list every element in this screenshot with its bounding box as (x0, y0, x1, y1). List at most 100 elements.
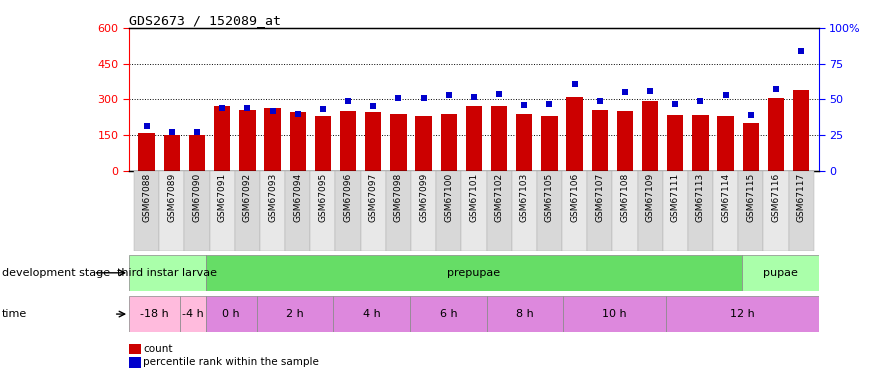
Bar (512, 171, 537, 251)
Point (718, 92, 732, 98)
Text: development stage: development stage (2, 268, 109, 278)
Bar (411, 171, 436, 251)
Bar (793, 90, 809, 171)
Text: 8 h: 8 h (516, 309, 534, 319)
Text: 4 h: 4 h (363, 309, 381, 319)
Bar (491, 106, 507, 171)
Bar (289, 112, 306, 171)
Text: count: count (143, 344, 173, 354)
Point (568, 81, 582, 87)
Bar (663, 171, 688, 251)
Bar (768, 98, 784, 171)
Bar (129, 255, 206, 291)
Point (744, 112, 758, 118)
Bar (390, 114, 407, 171)
Bar (617, 111, 633, 171)
Bar (139, 133, 155, 171)
Bar (688, 171, 713, 251)
Text: GSM67091: GSM67091 (218, 173, 227, 222)
Bar (566, 97, 583, 171)
Text: -4 h: -4 h (182, 309, 204, 319)
Text: GSM67096: GSM67096 (344, 173, 352, 222)
Bar (184, 171, 210, 251)
Point (366, 104, 380, 110)
Bar (668, 115, 684, 171)
Bar (713, 171, 738, 251)
Point (392, 95, 406, 101)
Bar (416, 116, 432, 171)
Point (441, 92, 456, 98)
Text: GSM67095: GSM67095 (319, 173, 328, 222)
Bar (134, 171, 159, 251)
Point (417, 95, 431, 101)
Point (542, 100, 556, 106)
Text: time: time (2, 309, 27, 319)
Text: GSM67114: GSM67114 (721, 173, 730, 222)
Bar (129, 296, 180, 332)
Text: GSM67115: GSM67115 (747, 173, 756, 222)
Bar (742, 255, 819, 291)
Text: GSM67098: GSM67098 (394, 173, 403, 222)
Text: GSM67116: GSM67116 (772, 173, 781, 222)
Bar (563, 296, 666, 332)
Bar (365, 112, 382, 171)
Bar (164, 135, 180, 171)
Text: 0 h: 0 h (222, 309, 240, 319)
Bar (592, 110, 608, 171)
Point (769, 86, 783, 92)
Bar (239, 110, 255, 171)
Point (794, 48, 808, 54)
Point (467, 93, 481, 99)
Text: GSM67111: GSM67111 (671, 173, 680, 222)
Bar (257, 296, 334, 332)
Text: 6 h: 6 h (440, 309, 457, 319)
Bar (789, 171, 813, 251)
Text: GSM67106: GSM67106 (570, 173, 579, 222)
Text: GSM67103: GSM67103 (520, 173, 529, 222)
Bar (717, 116, 734, 171)
Text: percentile rank within the sample: percentile rank within the sample (143, 357, 320, 367)
Point (291, 111, 305, 117)
Text: GSM67108: GSM67108 (620, 173, 629, 222)
Bar (264, 108, 280, 171)
Bar (764, 171, 789, 251)
Text: pupae: pupae (763, 268, 798, 278)
Text: GSM67094: GSM67094 (293, 173, 303, 222)
Text: GSM67109: GSM67109 (645, 173, 655, 222)
Point (618, 89, 632, 95)
Bar (159, 171, 184, 251)
Bar (487, 296, 563, 332)
Bar (742, 123, 759, 171)
Text: 12 h: 12 h (730, 309, 755, 319)
Text: GSM67090: GSM67090 (192, 173, 201, 222)
Text: third instar larvae: third instar larvae (117, 268, 217, 278)
Text: GSM67097: GSM67097 (368, 173, 377, 222)
Point (517, 102, 531, 108)
Bar (315, 116, 331, 171)
Text: GSM67102: GSM67102 (495, 173, 504, 222)
Bar (516, 114, 532, 171)
Bar (285, 171, 311, 251)
Text: 2 h: 2 h (287, 309, 304, 319)
Bar (461, 171, 487, 251)
Text: GSM67107: GSM67107 (595, 173, 604, 222)
Bar (334, 296, 410, 332)
Bar (487, 171, 512, 251)
Text: GSM67088: GSM67088 (142, 173, 151, 222)
Bar (562, 171, 587, 251)
Point (140, 123, 154, 129)
Bar (410, 296, 487, 332)
Text: GSM67099: GSM67099 (419, 173, 428, 222)
Bar (206, 296, 257, 332)
Bar (441, 114, 457, 171)
Bar (612, 171, 637, 251)
Text: GSM67113: GSM67113 (696, 173, 705, 222)
Bar (189, 135, 206, 171)
Bar (465, 106, 482, 171)
Bar (260, 171, 285, 251)
Bar (210, 171, 235, 251)
Point (341, 98, 355, 104)
Point (190, 129, 204, 135)
Point (693, 98, 708, 104)
Bar (642, 100, 659, 171)
